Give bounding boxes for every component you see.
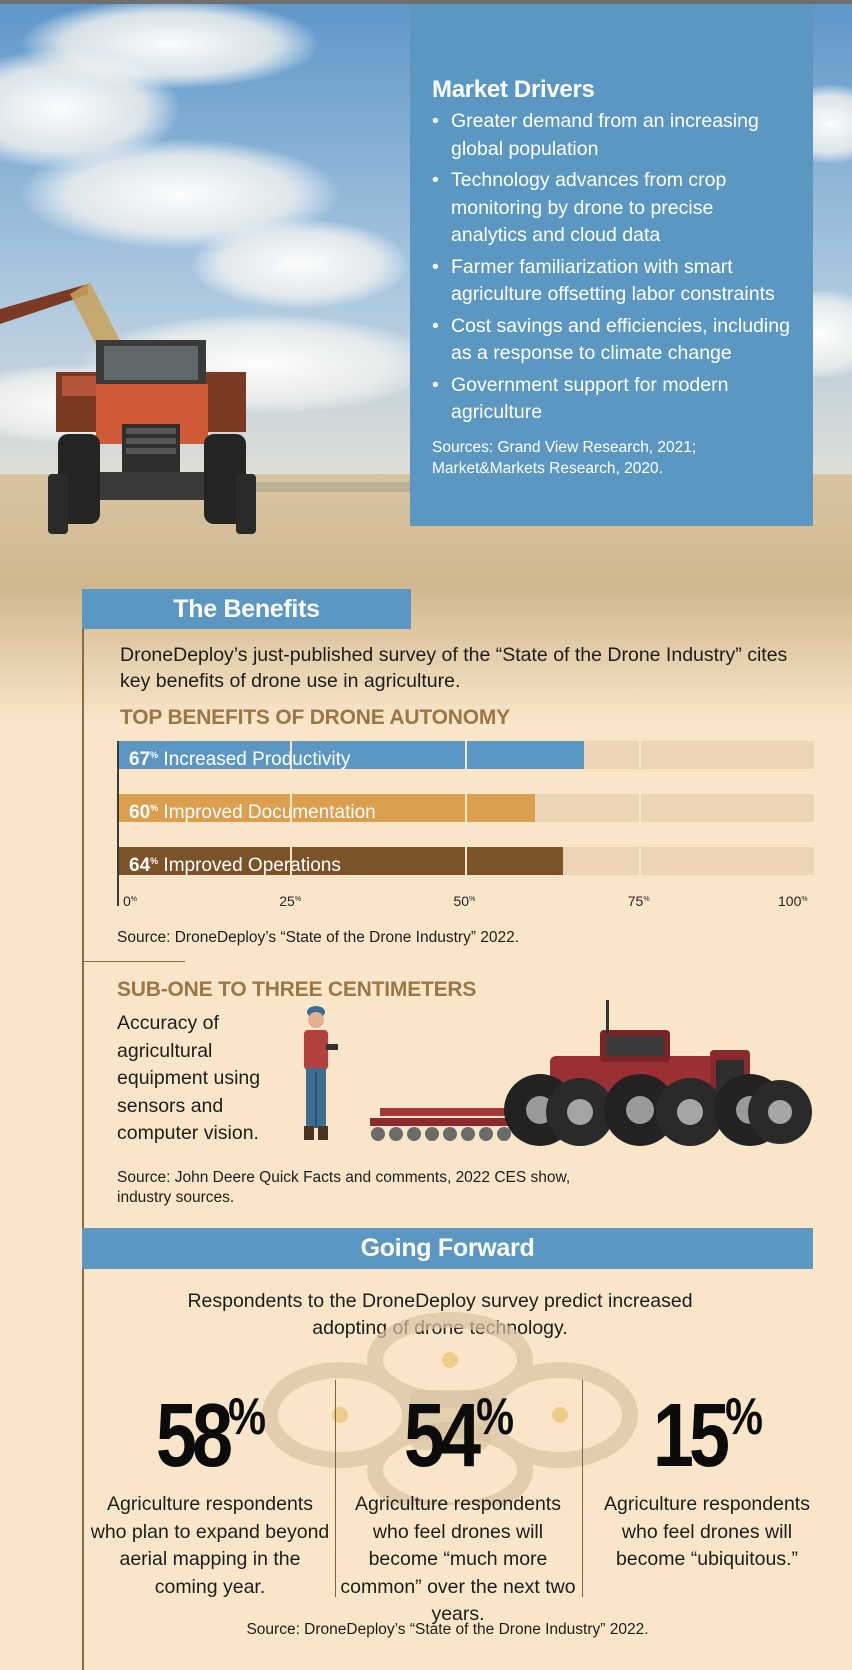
stat-description: Agriculture respondents who feel drones … [340, 1493, 576, 1625]
accuracy-title: SUB-ONE TO THREE CENTIMETERS [117, 978, 477, 1001]
stat-value: 15% [652, 1386, 763, 1486]
accuracy-text: Accuracy of agricultural equipment using… [117, 1012, 261, 1144]
gridline [638, 741, 641, 906]
driver-item: Farmer familiarization with smart agricu… [432, 254, 793, 309]
stat-plan-to-expand: 58% Agriculture respondents who plan to … [90, 1372, 330, 1601]
bar-increased-productivity [117, 741, 584, 769]
harrow-illustration [370, 1108, 520, 1141]
gridline [464, 741, 467, 906]
farmer-illustration [304, 1006, 338, 1140]
chart-title: TOP BENEFITS OF DRONE AUTONOMY [120, 706, 510, 729]
stat-value: 54% [403, 1386, 514, 1486]
bar-label: 64% Improved Operations [129, 855, 341, 876]
benefits-bar-chart: 67% Increased Productivity 60% Improved D… [117, 741, 814, 909]
going-forward-source: Source: DroneDeploy’s “State of the Dron… [246, 1621, 649, 1638]
tractor [48, 340, 256, 534]
driver-item: Technology advances from crop monitoring… [432, 167, 793, 250]
top-border [0, 0, 852, 4]
tick-label: 75% [627, 893, 650, 909]
left-rule [82, 612, 84, 1670]
y-axis-line [117, 741, 119, 906]
stat-description: Agriculture respondents who plan to expa… [90, 1493, 330, 1598]
bar-label: 67% Increased Productivity [129, 749, 351, 770]
stat-description: Agriculture respondents who feel drones … [604, 1493, 810, 1570]
gridline [290, 741, 293, 906]
autonomous-tractor-illustration [504, 1000, 812, 1146]
driver-item: Cost savings and efficiencies, including… [432, 313, 793, 368]
going-forward-heading: Going Forward [82, 1228, 813, 1269]
benefits-intro: DroneDeploy’s just-published survey of t… [120, 644, 788, 692]
benefits-heading: The Benefits [82, 589, 411, 629]
tick-label: 0% [123, 893, 138, 909]
farm-equipment-illustration [280, 1000, 820, 1160]
stat-divider [335, 1380, 336, 1597]
market-drivers-title: Market Drivers [432, 76, 595, 103]
bar-improved-operations [117, 847, 564, 875]
bar-label: 60% Improved Documentation [129, 802, 376, 823]
accuracy-source: Source: John Deere Quick Facts and comme… [117, 1169, 571, 1206]
stat-divider [582, 1380, 583, 1597]
market-drivers-list: Greater demand from an increasing global… [432, 108, 793, 427]
driver-item: Greater demand from an increasing global… [432, 108, 793, 163]
stat-ubiquitous: 15% Agriculture respondents who feel dro… [587, 1372, 827, 1574]
tick-label: 25% [279, 893, 302, 909]
market-drivers-sources: Sources: Grand View Research, 2021; Mark… [432, 438, 697, 477]
market-drivers-panel: Market Drivers Greater demand from an in… [410, 4, 813, 526]
benefits-source: Source: DroneDeploy’s “State of the Dron… [117, 929, 520, 946]
tick-label: 50% [453, 893, 476, 909]
section-divider [82, 961, 185, 962]
tick-label: 100% [778, 893, 808, 909]
stat-much-more-common: 54% Agriculture respondents who feel dro… [338, 1372, 578, 1629]
stat-value: 58% [155, 1386, 266, 1486]
driver-item: Government support for modern agricultur… [432, 372, 793, 427]
